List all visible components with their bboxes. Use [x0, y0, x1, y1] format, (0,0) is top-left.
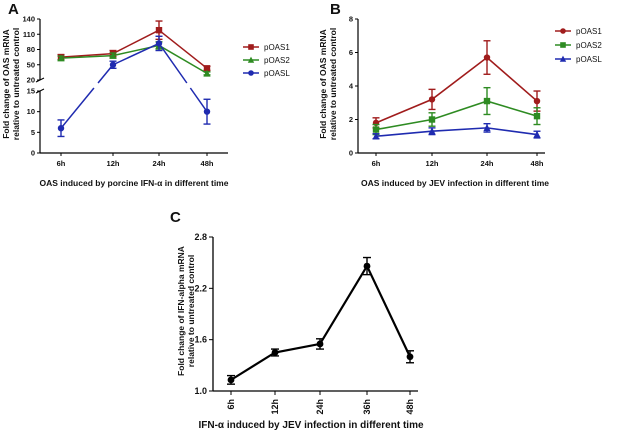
- legend-marker: [247, 56, 255, 63]
- y-tick-label: 140: [22, 15, 35, 24]
- y-axis-title: Fold change of OAS mRNA: [1, 29, 11, 139]
- y-tick-label: 1.6: [194, 335, 207, 345]
- legend-label: pOAS1: [264, 43, 290, 52]
- y-tick-label: 6: [349, 48, 353, 57]
- data-point: [316, 340, 324, 348]
- data-point-poas2: [372, 126, 380, 133]
- y-tick-label: 1.0: [194, 386, 207, 396]
- data-point-poas2: [533, 112, 541, 120]
- data-point-poas1: [203, 65, 211, 72]
- panel-letter-b: B: [330, 1, 341, 18]
- x-tick-label: 48h: [405, 399, 415, 415]
- y-tick-label: 4: [349, 82, 354, 91]
- x-tick-label: 24h: [153, 159, 166, 168]
- data-point: [271, 349, 279, 356]
- y-tick-label: 20: [27, 76, 35, 85]
- data-point: [363, 262, 371, 270]
- x-axis-title: OAS induced by JEV infection in differen…: [361, 178, 549, 188]
- series-line-poas1: [375, 56, 538, 124]
- series-line-segment: [60, 87, 95, 129]
- legend-marker: [248, 44, 254, 50]
- x-tick-label: 12h: [270, 399, 280, 415]
- panel-letter-c: C: [170, 209, 181, 226]
- data-point-poas2: [203, 69, 211, 77]
- y-tick-label: 2.8: [194, 232, 207, 242]
- data-point: [227, 376, 235, 384]
- y-axis-title: relative to untreated control: [11, 28, 21, 140]
- data-point-poas2: [428, 116, 436, 123]
- series-line-segment: [112, 29, 160, 55]
- data-point-poasl: [372, 132, 380, 140]
- legend-label: pOAS1: [576, 27, 602, 36]
- x-tick-label: 48h: [531, 159, 544, 168]
- legend-marker: [559, 55, 567, 62]
- y-axis-title: relative to untreated control: [186, 255, 196, 367]
- legend-label: pOAS2: [576, 41, 602, 50]
- y-tick-label: 15: [27, 87, 35, 96]
- series-line-poasl: [375, 127, 538, 138]
- series-line-segment: [60, 54, 114, 59]
- x-tick-label: 24h: [315, 399, 325, 415]
- y-tick-label: 8: [349, 15, 353, 24]
- data-point-poas1: [428, 96, 436, 103]
- y-tick-label: 0: [31, 149, 35, 158]
- data-point-poas1: [533, 97, 541, 105]
- series-line-segment: [97, 64, 114, 84]
- series-line-segment: [158, 44, 208, 75]
- data-point-poasl: [155, 40, 163, 47]
- data-point-poas2: [57, 54, 65, 62]
- legend-label: pOASL: [264, 69, 290, 78]
- y-tick-label: 0: [349, 149, 353, 158]
- y-axis-title: relative to untreated control: [328, 28, 338, 140]
- y-tick-label: 2: [349, 115, 353, 124]
- panel-letter-a: A: [8, 1, 19, 18]
- legend-label: pOASL: [576, 55, 602, 64]
- y-tick-label: 2.2: [194, 283, 207, 293]
- y-axis-title: Fold change of OAS mRNA: [318, 29, 328, 139]
- x-tick-label: 6h: [57, 159, 66, 168]
- data-point-poas1: [155, 26, 163, 34]
- y-tick-label: 5: [31, 128, 35, 137]
- legend-marker: [560, 28, 566, 34]
- legend-marker: [560, 42, 566, 48]
- data-point-poas1: [483, 54, 491, 61]
- x-axis-title: IFN-α induced by JEV infection in differ…: [198, 420, 423, 431]
- series-line-segment: [189, 87, 208, 113]
- x-tick-label: 6h: [372, 159, 381, 168]
- x-tick-label: 6h: [226, 399, 236, 410]
- series-line-segment: [60, 52, 114, 58]
- legend-marker: [248, 70, 254, 76]
- data-point: [406, 353, 414, 361]
- y-tick-label: 10: [27, 107, 35, 116]
- series-line-poas2: [375, 100, 538, 131]
- x-tick-label: 24h: [481, 159, 494, 168]
- y-tick-label: 80: [27, 45, 35, 54]
- x-tick-label: 36h: [362, 399, 372, 415]
- x-tick-label: 12h: [426, 159, 439, 168]
- data-point-poas2: [483, 97, 491, 105]
- data-point-poas2: [109, 51, 117, 59]
- data-point-poasl: [428, 127, 436, 135]
- data-point-poasl: [109, 61, 117, 68]
- x-tick-label: 12h: [107, 159, 120, 168]
- data-point-poasl: [57, 125, 65, 132]
- x-tick-label: 48h: [201, 159, 214, 168]
- series-line: [230, 263, 411, 381]
- legend-label: pOAS2: [264, 56, 290, 65]
- y-tick-label: 50: [27, 60, 35, 69]
- series-line-segment: [158, 42, 188, 84]
- x-axis-title: OAS induced by porcine IFN-α in differen…: [40, 178, 229, 188]
- y-tick-label: 110: [23, 30, 35, 39]
- series-line-segment: [158, 29, 208, 69]
- y-axis-title: Fold change of IFN-alpha mRNA: [176, 246, 186, 376]
- data-point-poasl: [483, 124, 491, 132]
- data-point-poasl: [203, 108, 211, 115]
- data-point-poasl: [533, 130, 541, 138]
- series-line-segment: [112, 42, 160, 66]
